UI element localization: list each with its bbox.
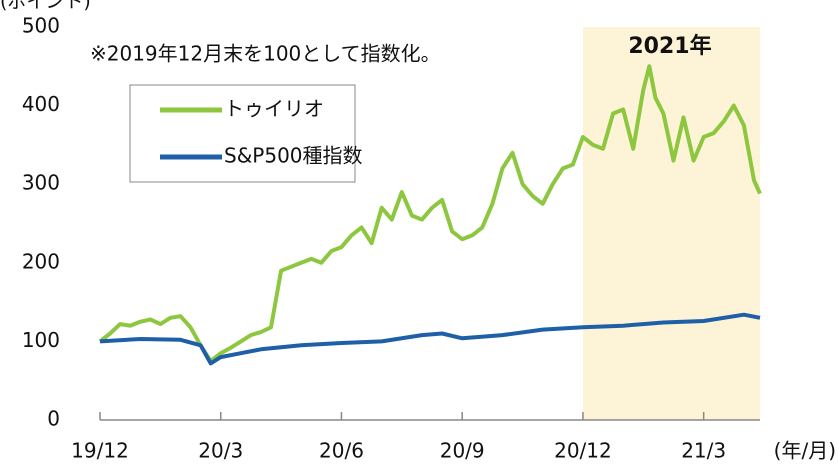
y-tick-label: 300 <box>22 171 60 195</box>
y-tick-label: 200 <box>22 249 60 273</box>
series-line <box>98 64 762 364</box>
x-tick-label: 20/12 <box>554 439 612 463</box>
x-tick-label: 20/9 <box>440 439 485 463</box>
y-tick-label: 500 <box>22 14 60 38</box>
note: ※2019年12月末を100として指数化。 <box>90 42 441 66</box>
legend-label: S&P500種指数 <box>224 144 363 168</box>
series-line <box>99 312 761 366</box>
annotation: 2021年 <box>628 33 711 59</box>
x-tick-label: 21/3 <box>681 439 726 463</box>
x-axis-label: (年/月) <box>774 439 836 463</box>
y-tick-label: 400 <box>22 92 60 116</box>
x-tick-label: 19/12 <box>71 439 129 463</box>
x-tick-label: 20/6 <box>319 439 364 463</box>
x-tick-label: 20/3 <box>198 439 243 463</box>
y-tick-label: 100 <box>22 328 60 352</box>
y-axis-label: (ポイント) <box>0 0 91 13</box>
y-tick-label: 0 <box>47 407 60 431</box>
highlight-2021 <box>583 27 760 420</box>
legend <box>129 84 356 183</box>
legend-label: トゥイリオ <box>224 97 324 121</box>
